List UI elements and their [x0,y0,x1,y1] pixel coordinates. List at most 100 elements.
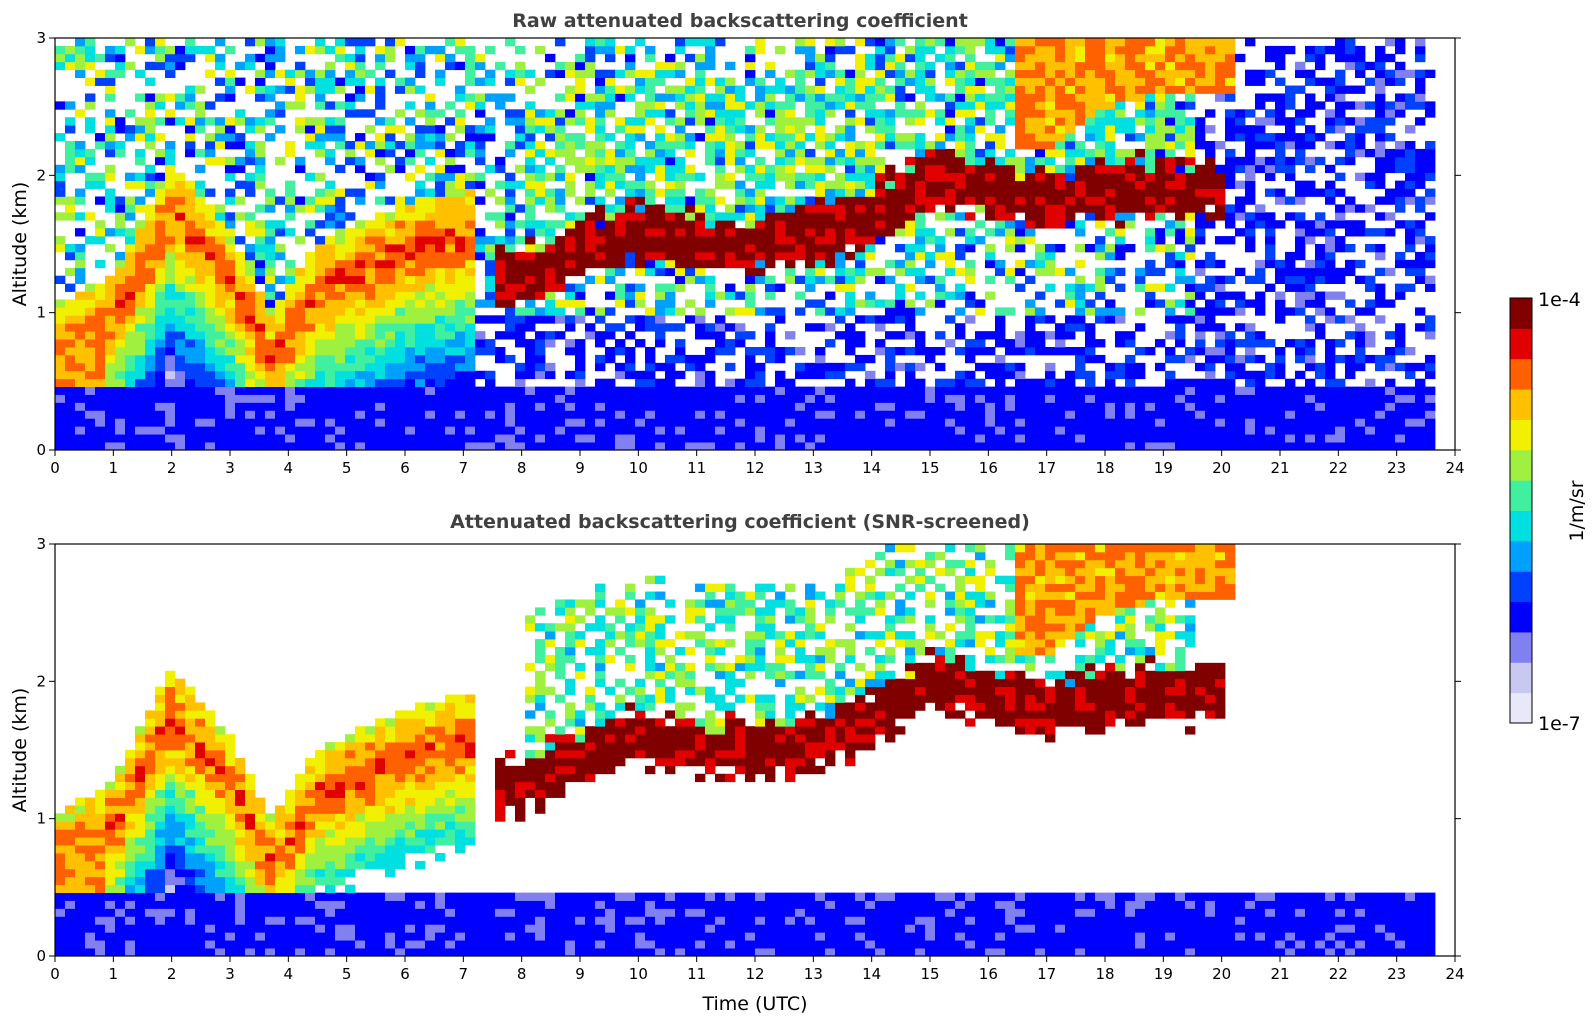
heatmap-cell [375,267,386,277]
heatmap-cell [285,378,296,388]
heatmap-cell [495,442,506,451]
heatmap-cell [185,93,196,102]
heatmap-cell [95,347,106,356]
heatmap-cell [455,267,466,277]
heatmap-cell [205,378,216,388]
heatmap-cell [1205,180,1216,189]
heatmap-cell [1255,133,1266,142]
heatmap-cell [635,188,646,197]
heatmap-cell [375,251,386,261]
heatmap-cell [105,442,116,451]
heatmap-cell [335,244,346,253]
heatmap-cell [1075,117,1086,126]
heatmap-cell [355,196,366,205]
heatmap-cell [245,394,256,403]
heatmap-cell [475,156,486,166]
heatmap-cell [965,133,976,142]
heatmap-cell [485,442,496,451]
heatmap-cell [1035,148,1046,158]
heatmap-cell [785,236,796,245]
heatmap-cell [525,291,536,300]
heatmap-cell [1015,394,1026,403]
heatmap-cell [1245,133,1256,142]
heatmap-cell [1165,85,1176,94]
heatmap-cell [935,347,946,356]
heatmap-cell [1255,354,1266,364]
heatmap-cell [865,315,876,324]
heatmap-cell [315,251,326,261]
heatmap-cell [1215,212,1226,221]
heatmap-cell [455,315,466,324]
heatmap-cell [515,204,526,213]
heatmap-cell [1075,196,1086,205]
heatmap-cell [55,339,66,348]
heatmap-cell [555,204,566,213]
heatmap-cell [405,339,416,348]
heatmap-cell [1055,109,1066,118]
heatmap-cell [195,244,206,253]
heatmap-cell [895,434,906,443]
heatmap-cell [445,228,456,237]
heatmap-cell [995,315,1006,324]
heatmap-cell [1125,378,1136,388]
heatmap-cell [725,378,736,388]
heatmap-cell [955,125,966,134]
heatmap-cell [645,204,656,213]
heatmap-cell [305,125,316,134]
heatmap-cell [425,299,436,308]
heatmap-cell [1095,236,1106,245]
heatmap-cell [335,38,346,47]
heatmap-cell [1065,133,1076,142]
heatmap-cell [195,418,206,427]
heatmap-cell [955,172,966,182]
heatmap-cell [1145,141,1156,150]
heatmap-cell [675,220,686,229]
heatmap-cell [1315,275,1326,285]
heatmap-cell [1155,434,1166,443]
heatmap-cell [65,418,76,427]
heatmap-cell [465,323,476,332]
heatmap-cell [935,283,946,292]
heatmap-cell [535,117,546,126]
heatmap-cell [315,141,326,150]
heatmap-cell [1015,267,1026,277]
heatmap-cell [235,378,246,388]
heatmap-cell [205,156,216,166]
heatmap-cell [1175,410,1186,419]
heatmap-cell [985,109,996,118]
heatmap-cell [445,244,456,253]
heatmap-cell [1015,45,1026,55]
heatmap-cell [955,331,966,340]
heatmap-cell [335,307,346,316]
heatmap-cell [455,141,466,150]
heatmap-cell [695,196,706,205]
heatmap-cell [65,362,76,372]
heatmap-cell [455,386,466,395]
heatmap-cell [1085,410,1096,419]
heatmap-cell [905,53,916,63]
heatmap-cell [205,323,216,332]
heatmap-cell [385,53,396,63]
heatmap-cell [375,331,386,340]
heatmap-cell [885,164,896,174]
heatmap-cell [315,410,326,419]
heatmap-cell [1065,331,1076,340]
heatmap-cell [605,434,616,443]
heatmap-cell [1265,426,1276,435]
heatmap-cell [935,362,946,372]
heatmap-cell [385,148,396,158]
heatmap-cell [1105,204,1116,213]
heatmap-cell [405,53,416,63]
heatmap-cell [345,259,356,269]
heatmap-cell [905,426,916,435]
heatmap-cell [605,45,616,55]
heatmap-cell [335,212,346,221]
heatmap-cell [845,212,856,221]
heatmap-cell [225,172,236,182]
heatmap-cell [665,53,676,63]
heatmap-cell [345,156,356,166]
heatmap-cell [205,299,216,308]
heatmap-cell [315,220,326,229]
heatmap-cell [905,188,916,197]
heatmap-cell [1265,386,1276,395]
